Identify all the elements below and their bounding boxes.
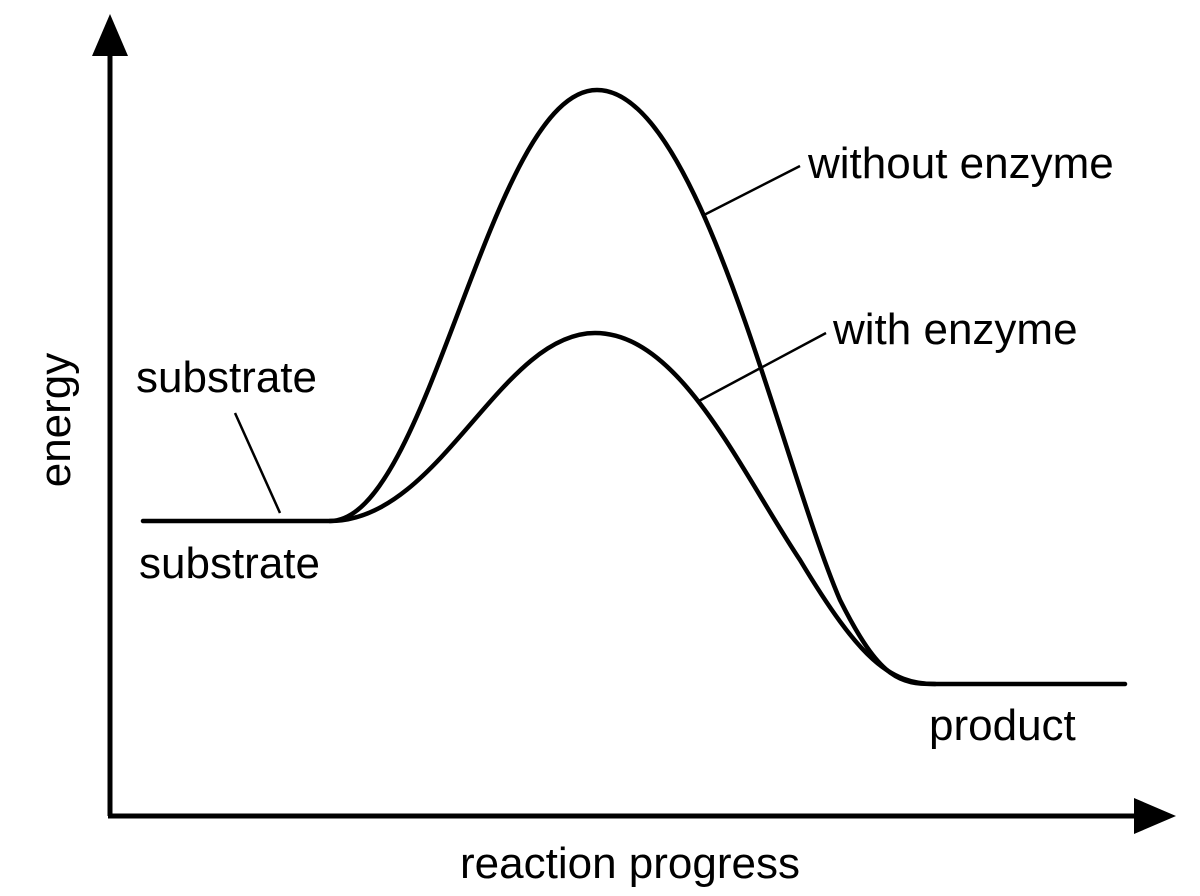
substrate-label-bottom: substrate xyxy=(139,539,320,588)
y-axis-arrow-icon xyxy=(92,14,128,56)
without-enzyme-curve xyxy=(140,87,1128,687)
x-axis-label: reaction progress xyxy=(460,839,800,888)
y-axis-label: energy xyxy=(31,353,80,488)
with-enzyme-label: with enzyme xyxy=(832,305,1078,354)
substrate-label-top: substrate xyxy=(136,353,317,402)
without-enzyme-leader xyxy=(701,164,801,218)
with-enzyme-curve xyxy=(327,330,938,687)
x-axis-arrow-icon xyxy=(1134,798,1176,834)
product-label: product xyxy=(929,701,1076,750)
substrate-leader xyxy=(233,412,282,514)
without-enzyme-label: without enzyme xyxy=(807,139,1114,188)
with-enzyme-leader xyxy=(696,331,827,404)
